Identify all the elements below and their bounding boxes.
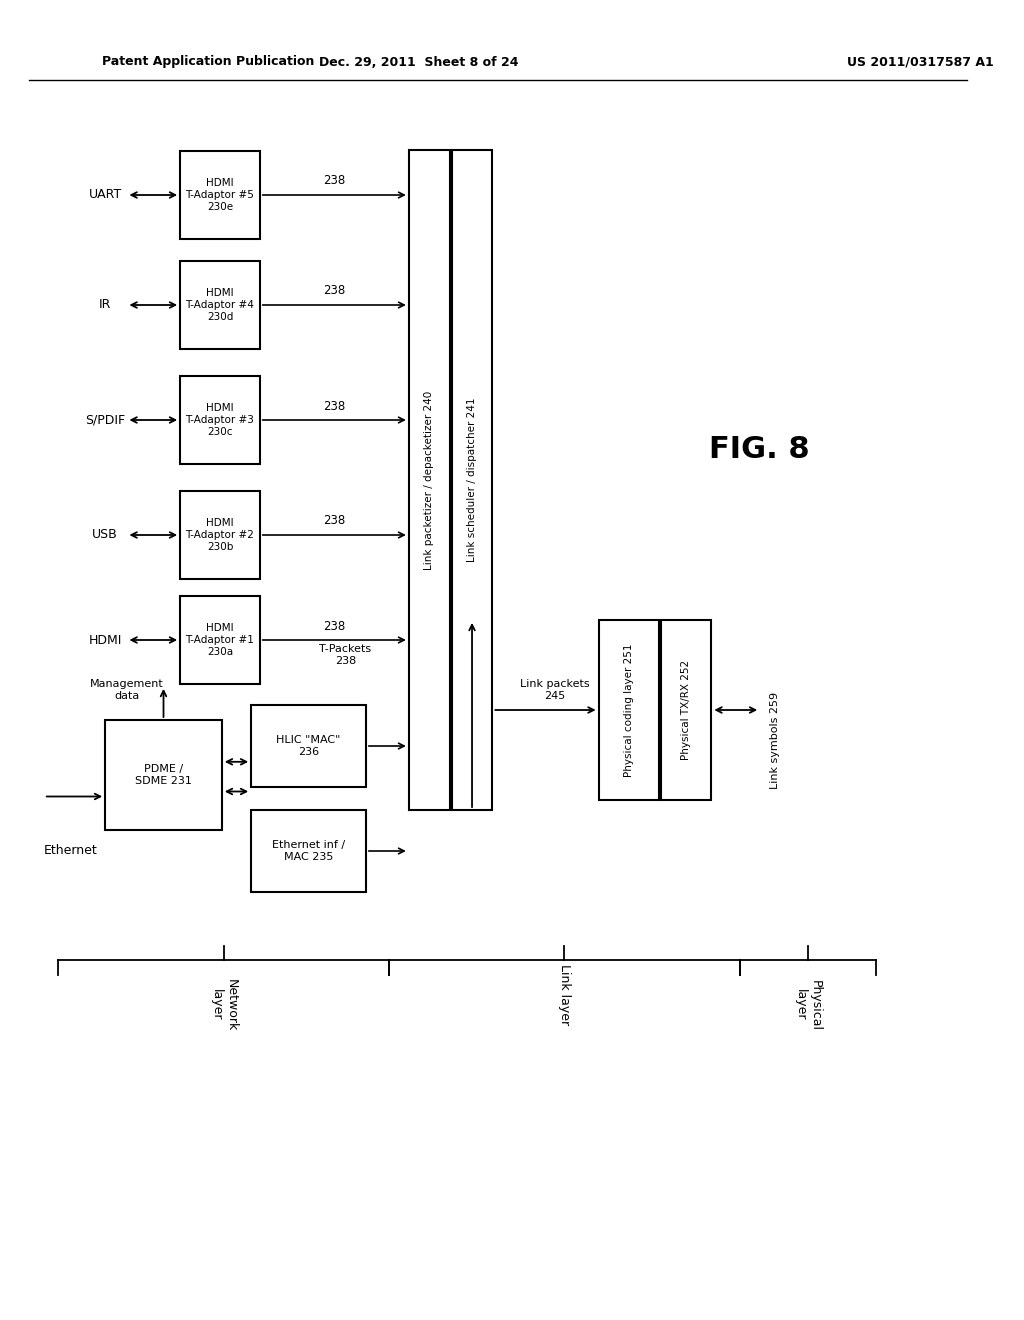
Text: Dec. 29, 2011  Sheet 8 of 24: Dec. 29, 2011 Sheet 8 of 24 xyxy=(318,55,518,69)
Bar xyxy=(180,261,260,348)
Text: IR: IR xyxy=(99,298,112,312)
Text: Ethernet: Ethernet xyxy=(44,845,97,858)
Text: HDMI
T-Adaptor #1
230a: HDMI T-Adaptor #1 230a xyxy=(185,623,254,656)
Text: HDMI
T-Adaptor #2
230b: HDMI T-Adaptor #2 230b xyxy=(185,519,254,552)
Text: HDMI: HDMI xyxy=(88,634,122,647)
Text: HDMI
T-Adaptor #4
230d: HDMI T-Adaptor #4 230d xyxy=(185,288,254,322)
Text: 238: 238 xyxy=(323,174,345,187)
Text: PDME /
SDME 231: PDME / SDME 231 xyxy=(135,764,191,785)
Text: HDMI
T-Adaptor #5
230e: HDMI T-Adaptor #5 230e xyxy=(185,178,254,211)
Text: T-Packets
238: T-Packets 238 xyxy=(319,644,372,665)
Text: UART: UART xyxy=(88,189,122,202)
Text: USB: USB xyxy=(92,528,118,541)
Text: Ethernet inf /
MAC 235: Ethernet inf / MAC 235 xyxy=(272,841,345,862)
Text: 238: 238 xyxy=(323,400,345,412)
Text: Link layer: Link layer xyxy=(558,965,571,1026)
Text: S/PDIF: S/PDIF xyxy=(85,413,125,426)
Text: Physical TX/RX 252: Physical TX/RX 252 xyxy=(681,660,691,760)
Text: HLIC "MAC"
236: HLIC "MAC" 236 xyxy=(276,735,341,756)
Text: Physical
layer: Physical layer xyxy=(794,979,822,1031)
Text: Link symbols 259: Link symbols 259 xyxy=(770,692,780,788)
Bar xyxy=(180,150,260,239)
Bar xyxy=(105,719,222,830)
Text: Link packets
245: Link packets 245 xyxy=(520,680,590,701)
Bar xyxy=(180,376,260,465)
Text: HDMI
T-Adaptor #3
230c: HDMI T-Adaptor #3 230c xyxy=(185,404,254,437)
Bar xyxy=(251,810,366,892)
Text: 238: 238 xyxy=(323,285,345,297)
Text: US 2011/0317587 A1: US 2011/0317587 A1 xyxy=(847,55,993,69)
Text: Link packetizer / depacketizer 240: Link packetizer / depacketizer 240 xyxy=(424,391,434,570)
Bar xyxy=(409,150,450,810)
Bar xyxy=(251,705,366,787)
Text: Management
data: Management data xyxy=(90,680,164,701)
Bar xyxy=(180,597,260,684)
Text: 238: 238 xyxy=(323,515,345,528)
Bar xyxy=(660,620,712,800)
Bar xyxy=(452,150,493,810)
Text: Patent Application Publication: Patent Application Publication xyxy=(102,55,314,69)
Bar xyxy=(599,620,658,800)
Text: Physical coding layer 251: Physical coding layer 251 xyxy=(624,643,634,776)
Text: FIG. 8: FIG. 8 xyxy=(709,436,809,465)
Text: 238: 238 xyxy=(323,619,345,632)
Text: Network
layer: Network layer xyxy=(210,979,238,1031)
Bar xyxy=(180,491,260,579)
Text: Link scheduler / dispatcher 241: Link scheduler / dispatcher 241 xyxy=(467,397,477,562)
